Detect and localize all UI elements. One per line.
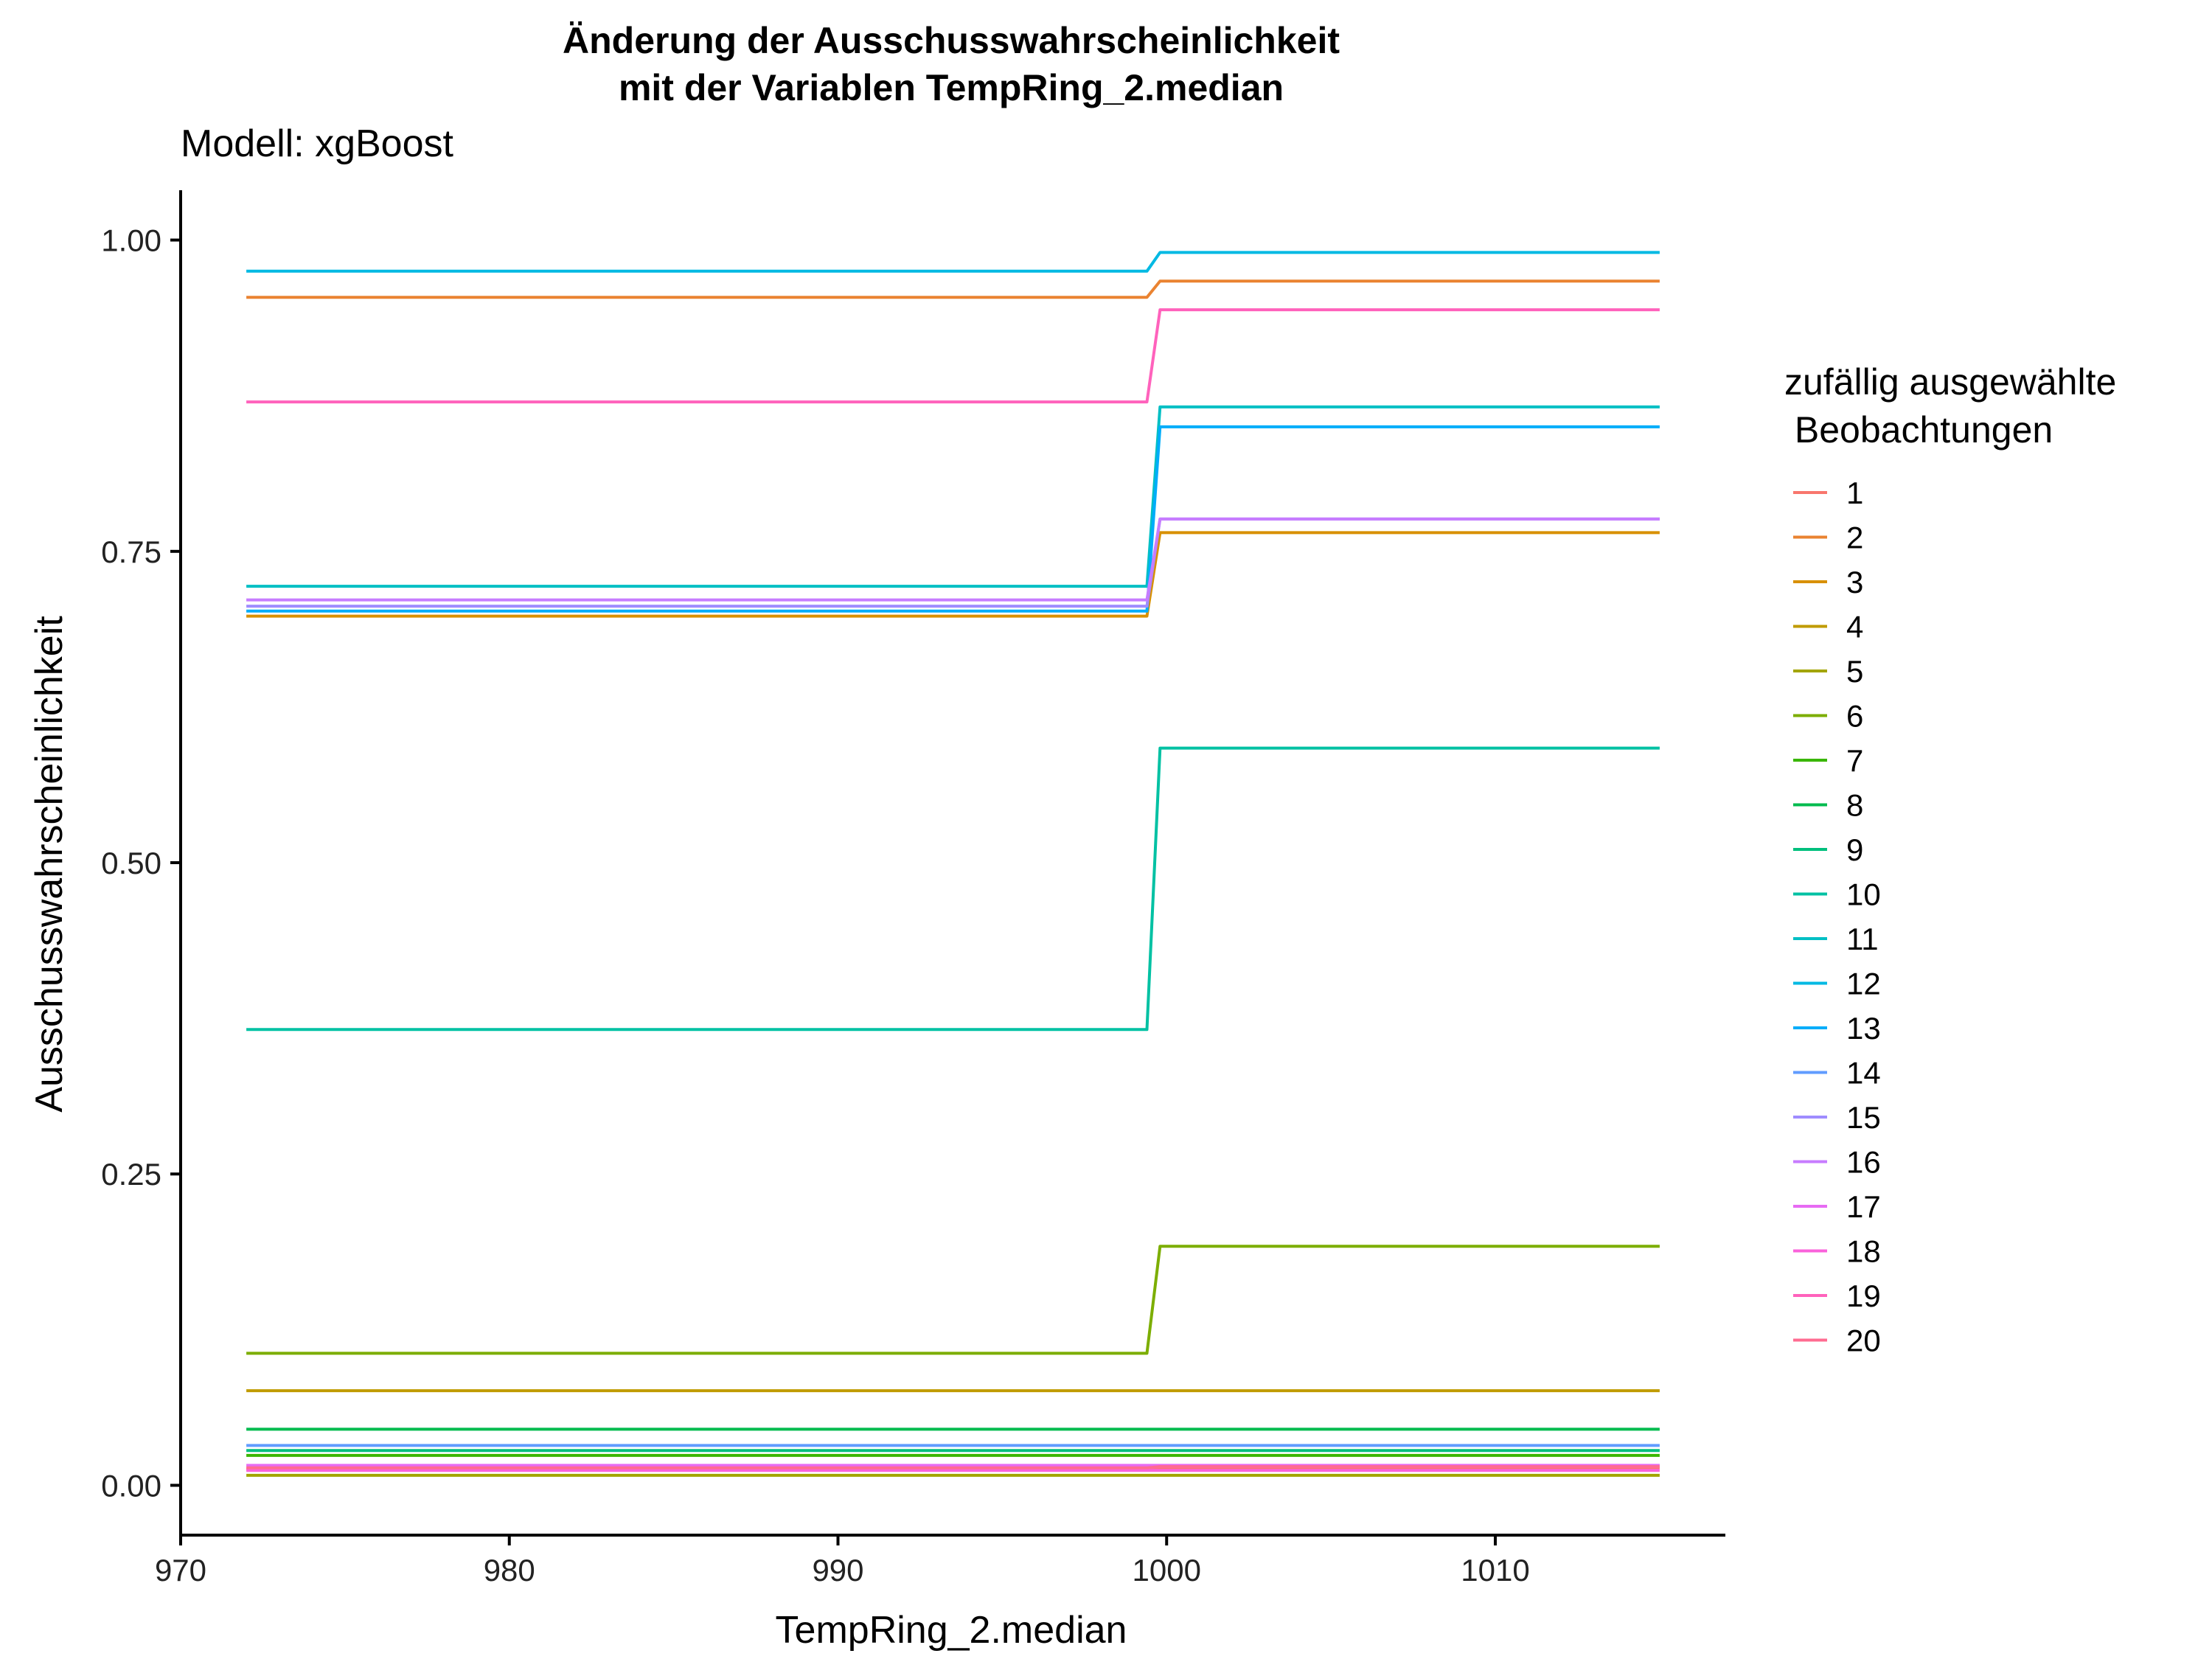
series-line-16 [246,517,1660,602]
legend-label: 3 [1846,565,1863,599]
x-axis-label: TempRing_2.median [776,1609,1127,1652]
legend-label: 18 [1846,1234,1881,1269]
legend: zufällig ausgewählte Beobachtungen 12345… [1784,361,2116,1358]
legend-label: 10 [1846,877,1881,912]
legend-item-12: 12 [1793,967,1881,1001]
series-line-6 [246,1245,1660,1355]
legend-item-8: 8 [1793,788,1863,823]
legend-item-18: 18 [1793,1234,1881,1269]
legend-label: 17 [1846,1189,1881,1224]
legend-item-11: 11 [1793,922,1879,956]
legend-item-14: 14 [1793,1056,1881,1091]
x-ticks: 970 980 990 1000 1010 [155,1535,1530,1587]
axes [179,190,1725,1537]
chart-subtitle: Modell: xgBoost [181,122,454,165]
x-tick-label: 980 [484,1553,535,1587]
legend-item-7: 7 [1793,743,1863,778]
series-line-20 [246,1465,1660,1470]
legend-label: 19 [1846,1279,1881,1313]
legend-item-13: 13 [1793,1011,1881,1046]
y-ticks: 0.00 0.25 0.50 0.75 1.00 [101,223,181,1503]
legend-label: 16 [1846,1145,1881,1180]
legend-label: 1 [1846,476,1863,510]
legend-title-line-2: Beobachtungen [1784,409,2053,451]
plot-lines [246,251,1660,1477]
legend-item-5: 5 [1793,654,1863,689]
legend-label: 11 [1846,922,1879,956]
legend-item-4: 4 [1793,610,1863,644]
legend-label: 5 [1846,654,1863,689]
legend-item-9: 9 [1793,832,1863,867]
legend-label: 13 [1846,1011,1881,1046]
y-axis-label: Ausschusswahrscheinlichkeit [28,616,71,1113]
chart-title-line-2: mit der Variablen TempRing_2.median [619,67,1284,108]
legend-item-15: 15 [1793,1100,1881,1135]
legend-item-10: 10 [1793,877,1881,912]
series-line-12 [246,251,1660,273]
series-line-13 [246,425,1660,613]
legend-item-19: 19 [1793,1279,1881,1313]
legend-label: 7 [1846,743,1863,778]
y-tick-label: 1.00 [101,223,161,258]
series-line-10 [246,746,1660,1032]
legend-label: 6 [1846,699,1863,734]
legend-item-3: 3 [1793,565,1863,599]
series-line-11 [246,405,1660,588]
y-tick-label: 0.00 [101,1468,161,1503]
legend-item-17: 17 [1793,1189,1881,1224]
x-tick-label: 990 [812,1553,863,1587]
legend-item-20: 20 [1793,1324,1881,1358]
legend-label: 12 [1846,967,1881,1001]
legend-label: 9 [1846,832,1863,867]
legend-item-2: 2 [1793,521,1863,555]
x-tick-label: 1010 [1461,1553,1529,1587]
x-tick-label: 1000 [1133,1553,1201,1587]
y-tick-label: 0.25 [101,1157,161,1192]
legend-label: 2 [1846,521,1863,555]
y-tick-label: 0.75 [101,535,161,569]
series-line-3 [246,531,1660,618]
legend-label: 20 [1846,1324,1881,1358]
series-line-19 [246,308,1660,404]
legend-item-1: 1 [1793,476,1863,510]
y-tick-label: 0.50 [101,846,161,880]
legend-item-6: 6 [1793,699,1863,734]
legend-title-line-1: zufällig ausgewählte [1784,361,2116,403]
series-line-2 [246,279,1660,299]
legend-label: 14 [1846,1056,1881,1091]
legend-label: 8 [1846,788,1863,823]
chart-title-line-1: Änderung der Ausschusswahrscheinlichkeit [563,20,1340,61]
legend-label: 4 [1846,610,1863,644]
x-tick-label: 970 [155,1553,206,1587]
legend-item-16: 16 [1793,1145,1881,1180]
legend-label: 15 [1846,1100,1881,1135]
